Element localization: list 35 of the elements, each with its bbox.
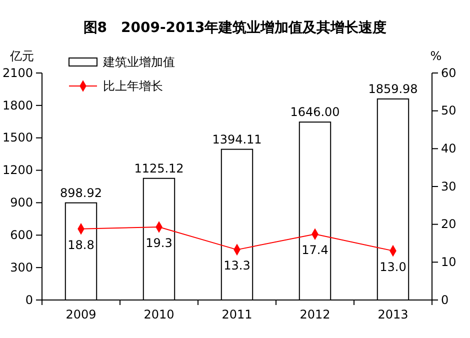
data-label: 1125.12: [134, 161, 184, 176]
y-axis-title: 亿元: [9, 49, 34, 63]
data-label: 18.8: [68, 238, 94, 252]
data-label: 19.3: [146, 236, 172, 250]
data-label: 898.92: [60, 186, 102, 200]
y2-tick-label: 50: [441, 104, 456, 118]
chart-title: 图8 2009-2013年建筑业增加值及其增长速度: [83, 19, 387, 36]
x-tick-label: 2013: [378, 308, 408, 322]
x-tick-label: 2009: [66, 308, 96, 322]
y-tick-label: 1800: [2, 98, 33, 112]
x-tick-label: 2012: [300, 308, 330, 322]
y-tick-label: 0: [25, 292, 33, 307]
y2-tick-label: 60: [441, 66, 456, 80]
data-label: 17.4: [302, 243, 328, 258]
y-tick-label: 300: [10, 260, 33, 274]
data-label: 13.3: [224, 258, 250, 273]
legend-label: 比上年增长: [103, 79, 163, 93]
data-label: 13.0: [380, 260, 406, 274]
y2-tick-label: 10: [441, 255, 456, 270]
y-tick-label: 900: [10, 196, 33, 210]
y2-tick-label: 30: [441, 179, 456, 194]
legend-label: 建筑业增加值: [102, 55, 175, 69]
y-tick-label: 2100: [2, 66, 33, 80]
y2-tick-label: 20: [441, 217, 456, 232]
y2-axis-title: %: [430, 49, 442, 63]
x-tick-label: 2011: [222, 308, 252, 322]
data-label: 1394.11: [212, 132, 262, 146]
y2-tick-label: 0: [441, 292, 449, 307]
data-label: 1859.98: [368, 82, 418, 96]
x-tick-label: 2010: [144, 308, 174, 322]
y-tick-label: 1500: [2, 130, 33, 145]
y-tick-label: 1200: [2, 163, 33, 178]
y-tick-label: 600: [10, 228, 33, 242]
y2-tick-label: 40: [441, 142, 456, 156]
data-label: 1646.00: [290, 105, 340, 120]
